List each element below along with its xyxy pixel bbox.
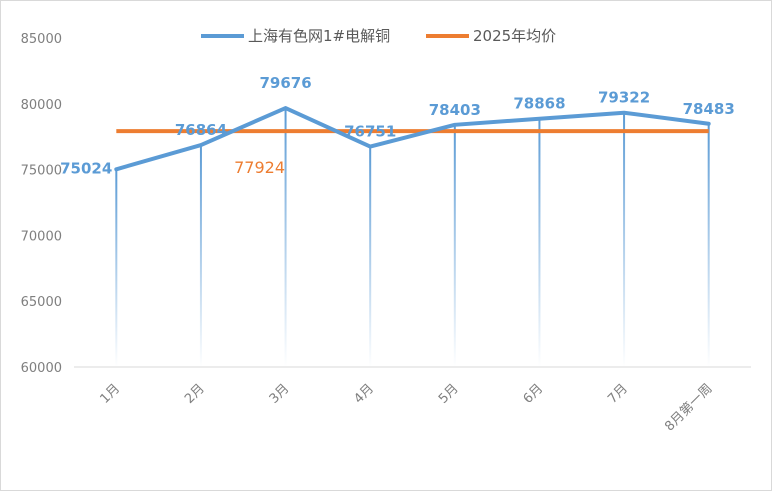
data-label-copper: 78483 xyxy=(683,100,735,118)
x-tick-label: 8月第一周 xyxy=(662,381,715,434)
x-tick-label: 5月 xyxy=(436,381,462,407)
data-label-copper: 76864 xyxy=(175,121,227,139)
drop-line xyxy=(538,118,541,368)
data-label-copper: 78403 xyxy=(429,101,481,119)
data-label-average: 77924 xyxy=(234,158,285,177)
drop-line xyxy=(707,123,710,367)
data-label-copper: 76751 xyxy=(344,123,396,141)
x-tick-label: 1月 xyxy=(97,381,123,407)
x-tick-label: 7月 xyxy=(605,381,631,407)
x-tick-label: 6月 xyxy=(521,381,547,407)
series-line-copper xyxy=(114,106,711,172)
x-tick-label: 4月 xyxy=(351,381,377,407)
drop-line xyxy=(369,146,372,367)
data-label-copper: 79676 xyxy=(259,74,311,92)
data-label-copper: 78868 xyxy=(513,95,565,113)
y-tick-label: 80000 xyxy=(21,98,62,113)
drop-line xyxy=(453,124,456,367)
data-label-copper: 75024 xyxy=(60,159,112,177)
drop-line xyxy=(284,108,287,367)
drop-line xyxy=(115,169,118,367)
x-tick-label: 2月 xyxy=(182,381,208,407)
y-tick-label: 70000 xyxy=(21,229,62,244)
drop-lines xyxy=(115,108,710,368)
x-tick-label: 3月 xyxy=(267,381,293,407)
legend-label-average: 2025年均价 xyxy=(473,27,556,45)
y-tick-label: 85000 xyxy=(21,32,62,47)
data-label-copper: 79322 xyxy=(598,89,650,107)
y-tick-label: 75000 xyxy=(21,164,62,179)
legend-label-copper: 上海有色网1#电解铜 xyxy=(248,27,390,45)
y-tick-label: 65000 xyxy=(21,295,62,310)
y-axis-tick-labels: 60000 65000 70000 75000 80000 85000 xyxy=(21,32,62,376)
series-lines xyxy=(114,106,711,172)
data-labels: 75024 76864 79676 76751 78403 78868 79322 78483… xyxy=(60,74,735,177)
y-tick-label: 60000 xyxy=(21,361,62,376)
legend: 上海有色网1#电解铜 2025年均价 xyxy=(201,27,556,45)
drop-line xyxy=(623,112,626,368)
x-axis-tick-labels: 1月 2月 3月 4月 5月 6月 7月 8月第一周 xyxy=(97,381,715,434)
drop-line xyxy=(199,145,202,367)
